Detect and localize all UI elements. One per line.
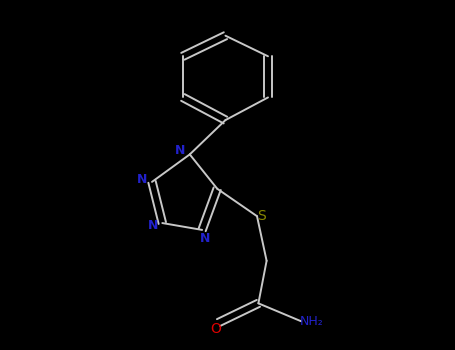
Text: O: O xyxy=(210,322,221,336)
Text: NH₂: NH₂ xyxy=(300,315,324,328)
Text: N: N xyxy=(175,144,185,157)
Text: N: N xyxy=(137,173,147,186)
Text: N: N xyxy=(147,219,158,232)
Text: N: N xyxy=(200,232,210,245)
Text: S: S xyxy=(257,209,266,223)
